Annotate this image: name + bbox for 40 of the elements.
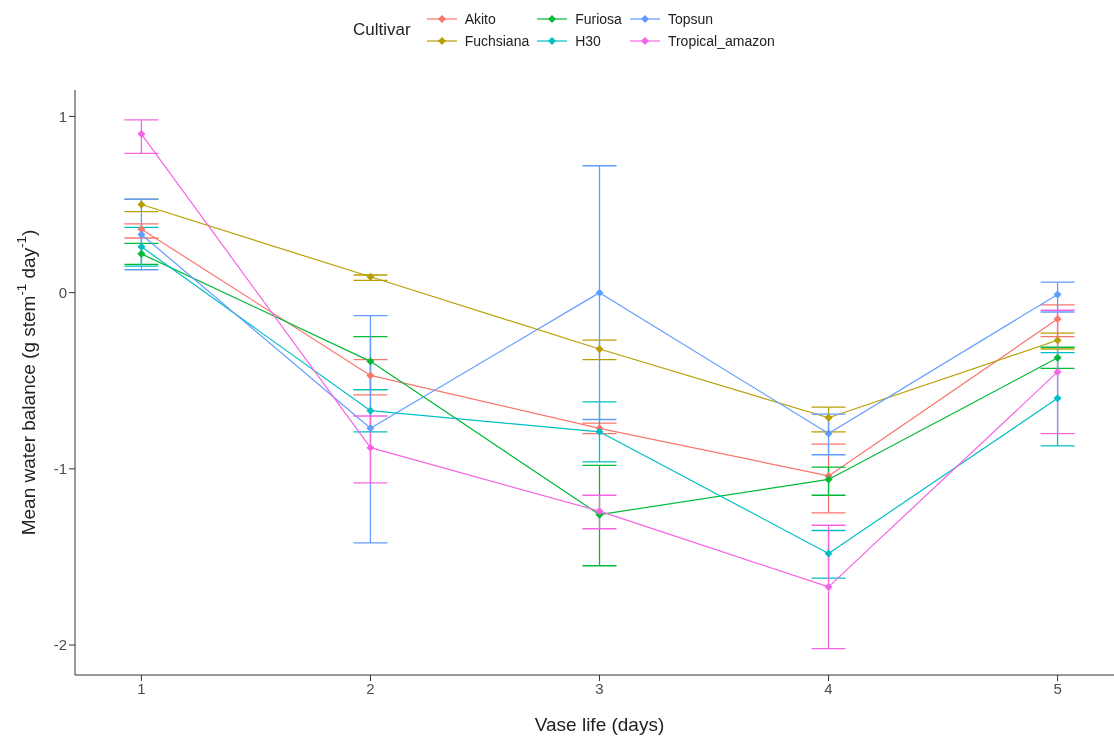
y-tick-label: -2 [53,636,67,654]
point [1053,353,1062,362]
point [595,345,604,354]
x-tick-label: 2 [366,679,375,697]
point [824,549,833,558]
point [366,424,375,433]
point [1053,336,1062,345]
y-tick-label: 1 [58,107,67,125]
point [137,200,146,209]
point [366,443,375,452]
point [137,249,146,258]
point [137,242,146,251]
y-tick-label: 0 [58,283,67,301]
legend-label: Topsun [667,11,714,27]
legend-label: H30 [575,33,601,49]
point [366,371,375,380]
point [824,475,833,484]
point [137,130,146,139]
x-tick-label: 5 [1053,679,1062,697]
point [824,429,833,438]
legend-label: Akito [464,11,496,27]
point [1053,290,1062,299]
x-tick-label: 4 [824,679,833,697]
y-tick-label: -1 [53,460,67,478]
x-tick-label: 3 [595,679,604,697]
point [824,413,833,422]
point [1053,367,1062,376]
point [366,357,375,366]
point [1053,315,1062,324]
legend-label: Tropical_amazon [667,33,775,49]
point [1053,394,1062,403]
point [595,288,604,297]
x-axis-title: Vase life (days) [534,714,665,735]
point [366,406,375,415]
point [824,582,833,591]
legend-label: Fuchsiana [464,33,530,49]
legend-title: Cultivar [353,20,411,40]
point [137,230,146,239]
x-tick-label: 1 [137,679,146,697]
legend-label: Furiosa [575,11,622,27]
